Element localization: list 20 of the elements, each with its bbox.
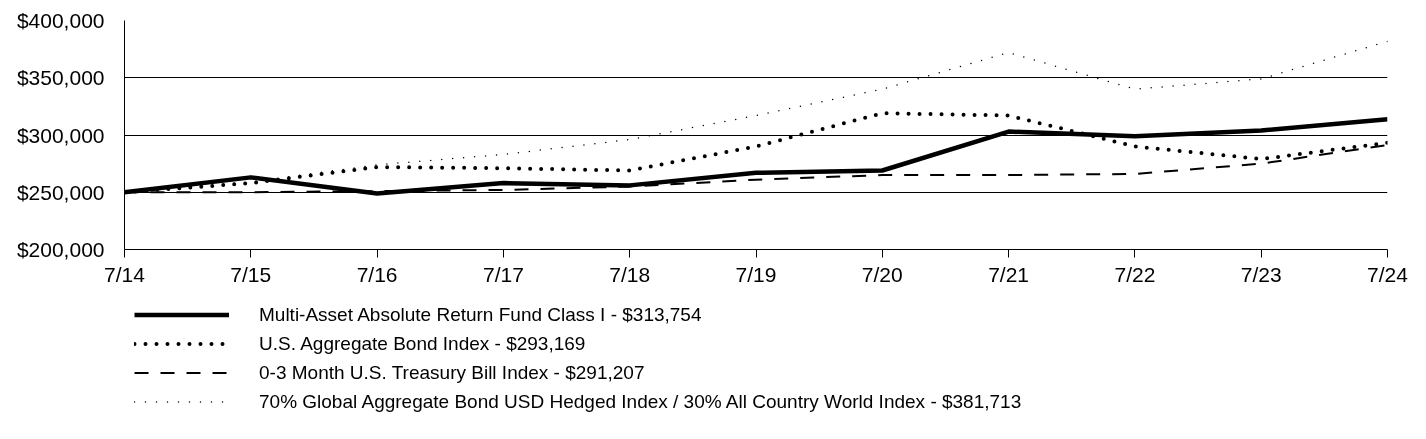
y-tick-label: $250,000 — [16, 180, 105, 204]
x-tick-label: 7/19 — [735, 262, 777, 286]
x-tick-label: 7/15 — [230, 262, 272, 286]
x-tick-label: 7/22 — [1114, 262, 1156, 286]
x-tick-label: 7/24 — [1367, 262, 1409, 286]
x-tick-label: 7/18 — [609, 262, 651, 286]
y-tick-label: $350,000 — [16, 66, 105, 90]
legend-label: Multi-Asset Absolute Return Fund Class I - $313,754 — [259, 303, 702, 326]
y-tick-label: $300,000 — [16, 123, 105, 147]
legend-label: 70% Global Aggregate Bond USD Hedged Index / 30% All Country World Index - $381,713 — [259, 390, 1022, 413]
x-tick-label: 7/14 — [104, 262, 146, 286]
x-tick-label: 7/23 — [1240, 262, 1282, 286]
y-tick-label: $200,000 — [16, 238, 105, 261]
y-tick-label: $400,000 — [16, 9, 105, 32]
x-tick-label: 7/20 — [861, 262, 903, 286]
legend-label: U.S. Aggregate Bond Index - $293,169 — [259, 332, 586, 355]
legend-label: 0-3 Month U.S. Treasury Bill Index - $291,207 — [259, 361, 645, 384]
x-tick-label: 7/17 — [482, 262, 524, 286]
x-tick-label: 7/16 — [356, 262, 398, 286]
x-tick-label: 7/21 — [988, 262, 1030, 286]
